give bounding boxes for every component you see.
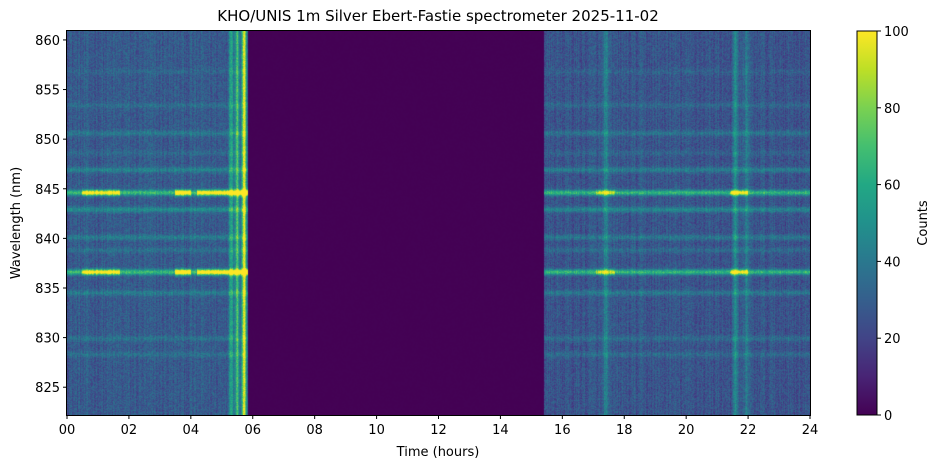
y-axis-label: Wavelength (nm) [9,167,24,279]
colorbar-label: Counts [916,200,931,246]
y-tick-label: 855 [35,84,60,99]
x-tick-label: 22 [740,423,757,438]
colorbar-tick-label: 80 [884,102,901,117]
heatmap-image [67,31,810,415]
y-tick-label: 845 [35,183,60,198]
y-tick-label: 825 [35,381,60,396]
colorbar-tick-label: 40 [884,255,901,270]
x-tick-label: 06 [244,423,261,438]
x-tick-label: 16 [554,423,571,438]
x-tick-label: 24 [802,423,819,438]
colorbar-tick-label: 0 [884,409,892,424]
y-axis-ticks: 825 830 835 840 845 850 855 860 [35,34,67,396]
x-tick-label: 08 [306,423,323,438]
colorbar-tick-label: 60 [884,179,901,194]
x-tick-label: 12 [430,423,447,438]
y-tick-label: 850 [35,133,60,148]
x-tick-label: 14 [492,423,509,438]
x-tick-label: 02 [121,423,138,438]
colorbar-ticks: 0 20 40 60 80 100 [877,25,909,424]
colorbar [856,30,878,416]
x-tick-label: 10 [368,423,385,438]
x-axis-label: Time (hours) [396,445,480,460]
y-tick-label: 830 [35,332,60,347]
x-tick-label: 00 [59,423,76,438]
x-axis-ticks: 00 02 04 06 08 10 12 14 16 18 20 22 24 [59,415,819,438]
chart-title: KHO/UNIS 1m Silver Ebert-Fastie spectrom… [217,7,658,25]
x-tick-label: 20 [678,423,695,438]
colorbar-tick-label: 100 [884,25,909,40]
y-tick-label: 840 [35,232,60,247]
x-tick-label: 04 [183,423,200,438]
y-tick-label: 860 [35,34,60,49]
colorbar-tick-label: 20 [884,332,901,347]
y-tick-label: 835 [35,282,60,297]
x-tick-label: 18 [616,423,633,438]
